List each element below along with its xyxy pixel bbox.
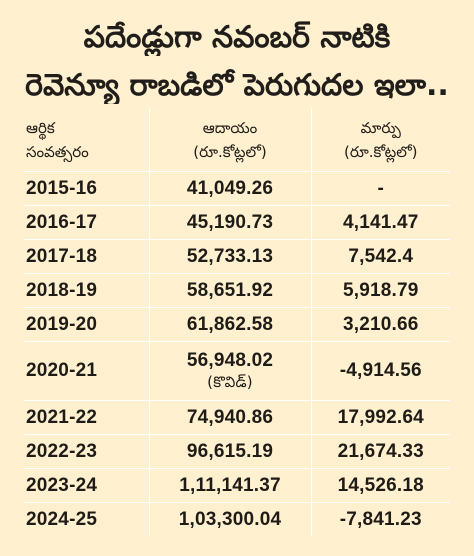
change-cell: 14,526.18 — [310, 468, 450, 503]
header-change-line1: మార్పు — [360, 118, 401, 137]
header-revenue: ఆదాయం (రూ.కోట్లలో) — [148, 108, 312, 172]
year-cell: 2023-24 — [24, 468, 150, 503]
year-cell: 2015-16 — [24, 171, 150, 206]
change-cell: - — [310, 171, 450, 206]
header-revenue-line2: (రూ.కోట్లలో) — [193, 142, 267, 161]
change-cell: 17,992.64 — [310, 400, 450, 435]
year-cell: 2017-18 — [24, 239, 150, 274]
revenue-cell: 1,11,141.37 — [148, 468, 312, 503]
revenue-cell: 45,190.73 — [148, 205, 312, 240]
header-year-line2: సంవత్సరం — [26, 142, 89, 161]
revenue-cell: 74,940.86 — [148, 400, 312, 435]
table-row: 2023-24 1,11,141.37 14,526.18 — [24, 468, 450, 503]
change-cell: -4,914.56 — [310, 341, 450, 401]
table-row: 2024-25 1,03,300.04 -7,841.23 — [24, 502, 450, 536]
table-row: 2016-17 45,190.73 4,141.47 — [24, 205, 450, 240]
revenue-cell: 96,615.19 — [148, 434, 312, 469]
headline-line-1: పదేండ్లుగా నవంబర్ నాటికి — [83, 20, 391, 55]
change-cell: 4,141.47 — [310, 205, 450, 240]
headline-line-2: రెవెన్యూ రాబడిలో పెరుగుదల ఇలా.. — [25, 68, 449, 103]
table-row: 2015-16 41,049.26 - — [24, 171, 450, 206]
table-row: 2019-20 61,862.58 3,210.66 — [24, 307, 450, 342]
change-cell: 5,918.79 — [310, 273, 450, 308]
change-cell: 3,210.66 — [310, 307, 450, 342]
revenue-value: 56,948.02 — [186, 350, 274, 371]
revenue-cell: 41,049.26 — [148, 171, 312, 206]
revenue-cell: 1,03,300.04 — [148, 502, 312, 536]
table-header-row: ఆర్థిక సంవత్సరం ఆదాయం (రూ.కోట్లలో) మార్ప… — [24, 108, 450, 172]
year-cell: 2020-21 — [24, 341, 150, 401]
revenue-cell: 61,862.58 — [148, 307, 312, 342]
header-change-line2: (రూ.కోట్లలో) — [343, 142, 418, 161]
table-row: 2020-21 56,948.02 (కొవిడ్) -4,914.56 — [24, 341, 450, 401]
table-row: 2021-22 74,940.86 17,992.64 — [24, 400, 450, 435]
change-cell: 21,674.33 — [310, 434, 450, 469]
revenue-table: ఆర్థిక సంవత్సరం ఆదాయం (రూ.కోట్లలో) మార్ప… — [24, 108, 450, 536]
year-cell: 2019-20 — [24, 307, 150, 342]
header-change: మార్పు (రూ.కోట్లలో) — [310, 108, 450, 172]
table-row: 2017-18 52,733.13 7,542.4 — [24, 239, 450, 274]
table-row: 2018-19 58,651.92 5,918.79 — [24, 273, 450, 308]
covid-note: (కొవిడ్) — [207, 373, 253, 391]
year-cell: 2018-19 — [24, 273, 150, 308]
change-cell: 7,542.4 — [310, 239, 450, 274]
year-cell: 2021-22 — [24, 400, 150, 435]
table-row: 2022-23 96,615.19 21,674.33 — [24, 434, 450, 469]
year-cell: 2016-17 — [24, 205, 150, 240]
year-cell: 2024-25 — [24, 502, 150, 536]
header-revenue-line1: ఆదాయం — [202, 118, 258, 137]
revenue-cell: 58,651.92 — [148, 273, 312, 308]
header-year: ఆర్థిక సంవత్సరం — [24, 108, 150, 172]
revenue-cell: 52,733.13 — [148, 239, 312, 274]
revenue-cell: 56,948.02 (కొవిడ్) — [148, 341, 312, 401]
year-cell: 2022-23 — [24, 434, 150, 469]
header-year-line1: ఆర్థిక — [26, 118, 55, 137]
change-cell: -7,841.23 — [310, 502, 450, 536]
